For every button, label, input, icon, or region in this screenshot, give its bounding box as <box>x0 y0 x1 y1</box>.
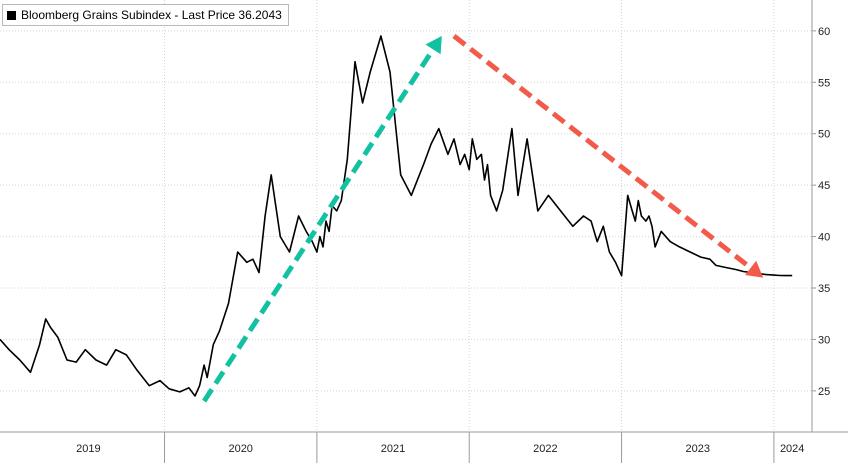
x-tick-label-2022: 2022 <box>533 443 557 455</box>
legend-swatch-black <box>7 10 16 20</box>
x-tick-label-2024: 2024 <box>780 443 804 455</box>
annotation-arrowhead-1 <box>745 260 764 278</box>
legend: Bloomberg Grains Subindex - Last Price 3… <box>2 4 289 26</box>
series-line-0 <box>0 35 793 397</box>
series-layer <box>0 35 793 397</box>
y-tick-label-25: 25 <box>818 386 830 398</box>
x-tick-label-2023: 2023 <box>685 443 709 455</box>
y-tick-label-40: 40 <box>818 232 830 244</box>
annotation-arrow-0 <box>202 43 439 403</box>
annotation-layer <box>202 34 764 403</box>
y-tick-label-60: 60 <box>818 26 830 38</box>
x-tick-label-2020: 2020 <box>228 443 252 455</box>
y-tick-label-30: 30 <box>818 334 830 346</box>
y-tick-label-50: 50 <box>818 129 830 141</box>
y-tick-label-35: 35 <box>818 283 830 295</box>
annotation-arrowhead-0 <box>425 36 442 55</box>
y-tick-label-45: 45 <box>818 180 830 192</box>
x-tick-label-2019: 2019 <box>76 443 100 455</box>
legend-label: Bloomberg Grains Subindex - Last Price 3… <box>21 8 282 22</box>
x-tick-label-2021: 2021 <box>381 443 405 455</box>
annotation-arrow-1 <box>452 34 757 274</box>
grid-layer <box>0 0 812 432</box>
y-tick-label-55: 55 <box>818 77 830 89</box>
